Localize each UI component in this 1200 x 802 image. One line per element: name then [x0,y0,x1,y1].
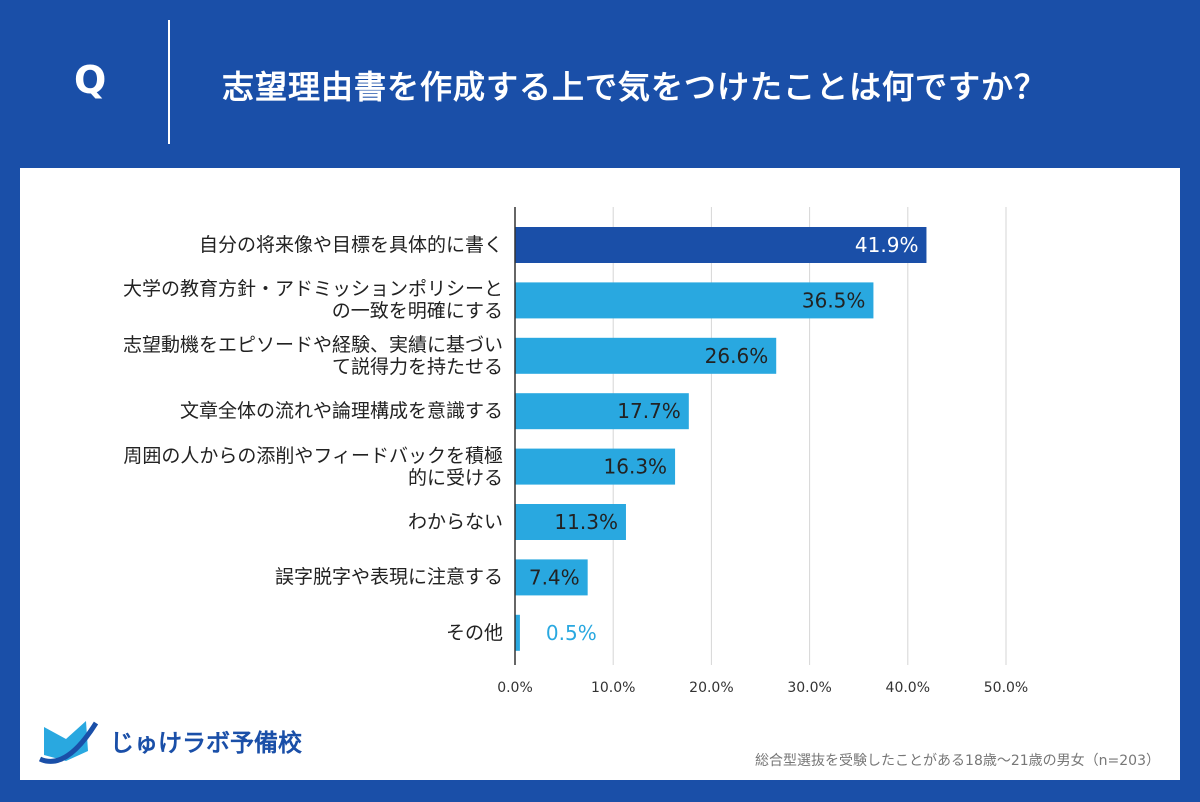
category-label-text: わからない [407,511,503,533]
category-label-text: その他 [445,621,503,644]
category-label: その他 [445,621,503,644]
x-tick-label: 30.0% [787,680,831,696]
x-tick-label: 10.0% [591,680,635,696]
category-label: 自分の将来像や目標を具体的に書く [198,234,503,256]
x-tick-label: 0.0% [497,680,533,696]
question-title: 志望理由書を作成する上で気をつけたことは何ですか？ [222,68,1048,106]
bar [515,504,626,540]
category-label-text: 自分の将来像や目標を具体的に書く [198,234,503,256]
category-label: わからない [407,511,503,533]
header-divider [168,20,170,144]
category-label-text: 志望動機をエピソードや経験、実績に基づいて説得力を持たせる [122,333,503,378]
bar [515,393,689,430]
sample-note: 総合型選抜を受験したことがある18歳～21歳の男女（n=203） [755,753,1160,769]
data-label: 17.7% [617,399,681,423]
x-tick-label: 50.0% [984,680,1028,696]
data-label: 26.6% [705,344,769,368]
category-label-text: 大学の教育方針・アドミッションポリシーとの一致を明確にする [122,278,503,323]
category-label: 文章全体の流れや論理構成を意識する [179,400,503,423]
x-tick-label: 40.0% [886,680,930,696]
book-logo-icon [38,721,99,764]
bar [515,614,520,651]
data-label: 16.3% [604,455,668,479]
category-label-text: 周囲の人からの添削やフィードバックを積極的に受ける [123,444,503,489]
data-label: 11.3% [554,510,618,534]
logo: じゅけラボ予備校 [36,715,302,765]
category-label: 誤字脱字や表現に注意する [274,566,503,589]
bar [515,337,777,374]
bar [515,227,927,263]
bar [515,448,676,485]
category-label-text: 誤字脱字や表現に注意する [274,566,503,589]
data-label: 41.9% [855,233,919,257]
category-label: 志望動機をエピソードや経験、実績に基づいて説得力を持たせる [122,333,503,378]
logo-text: じゅけラボ予備校 [110,728,302,757]
category-label: 周囲の人からの添削やフィードバックを積極的に受ける [123,444,503,489]
data-label: 7.4% [529,565,580,589]
x-tick-label: 20.0% [689,680,733,696]
category-label: 大学の教育方針・アドミッションポリシーとの一致を明確にする [122,278,503,323]
question-label: Q [74,58,107,102]
bar [515,559,588,596]
bar [515,282,874,319]
category-label-text: 文章全体の流れや論理構成を意識する [179,400,503,423]
data-label: 0.5% [546,621,597,645]
data-label: 36.5% [802,288,866,312]
